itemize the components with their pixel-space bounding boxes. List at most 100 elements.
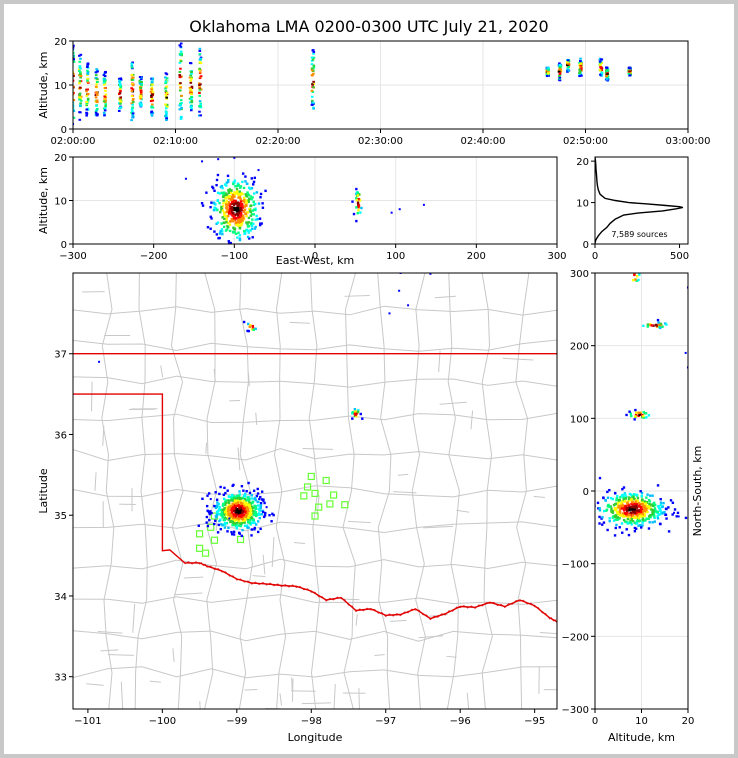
source-point	[390, 211, 393, 214]
source-point	[258, 509, 261, 512]
source-point	[254, 507, 257, 510]
source-point	[199, 103, 202, 106]
source-point	[237, 524, 240, 527]
source-point	[249, 204, 252, 208]
source-point	[246, 510, 249, 514]
source-point	[559, 65, 563, 68]
source-point	[663, 511, 666, 514]
source-point	[353, 407, 357, 411]
lma-station-marker	[341, 501, 349, 509]
source-point	[118, 93, 121, 96]
source-point	[613, 508, 616, 512]
source-point	[246, 229, 250, 233]
source-point	[637, 516, 641, 520]
source-point	[245, 508, 248, 512]
source-point	[645, 496, 648, 499]
source-point	[225, 196, 229, 199]
source-point	[151, 83, 154, 86]
source-point	[237, 505, 241, 508]
source-point	[265, 506, 268, 509]
source-point	[598, 509, 602, 512]
source-point	[614, 507, 617, 510]
county-line	[539, 632, 557, 635]
source-point	[226, 203, 230, 207]
source-point	[231, 523, 234, 527]
source-point	[246, 520, 250, 524]
source-point	[310, 69, 314, 72]
source-point	[199, 114, 203, 117]
source-point	[253, 526, 256, 530]
source-point	[598, 476, 602, 480]
source-point	[652, 324, 655, 327]
source-point	[223, 486, 226, 490]
county-line	[301, 702, 331, 705]
source-point	[599, 73, 602, 76]
y-tick-label: 36	[54, 430, 67, 441]
source-point	[246, 224, 250, 228]
source-point	[623, 513, 627, 516]
source-point	[246, 496, 249, 499]
source-point	[229, 241, 232, 244]
source-point	[235, 187, 239, 191]
source-point	[218, 492, 221, 496]
source-point	[246, 518, 250, 521]
source-point	[356, 201, 360, 204]
source-point	[598, 515, 601, 519]
source-point	[238, 532, 242, 535]
source-point	[659, 503, 663, 507]
source-point	[235, 510, 238, 514]
source-point	[310, 99, 314, 102]
source-point	[229, 196, 233, 200]
source-point	[73, 105, 75, 108]
source-point	[245, 199, 248, 202]
source-point	[118, 99, 122, 102]
source-point	[209, 227, 212, 230]
source-point	[217, 158, 220, 161]
source-point	[631, 501, 634, 504]
source-point	[625, 513, 628, 516]
county-line	[100, 649, 119, 652]
source-point	[198, 92, 201, 95]
source-point	[232, 218, 236, 222]
source-point	[226, 208, 229, 212]
source-point	[237, 204, 241, 207]
source-point	[310, 95, 314, 98]
source-point	[243, 524, 247, 528]
source-point	[263, 501, 266, 505]
source-point	[230, 507, 234, 510]
source-point	[165, 96, 169, 99]
source-point	[641, 499, 644, 502]
source-point	[79, 73, 82, 76]
source-point	[252, 327, 255, 330]
source-point	[610, 497, 613, 500]
source-point	[164, 80, 168, 83]
source-point	[190, 71, 193, 74]
source-point	[598, 69, 602, 72]
county-line	[73, 630, 557, 642]
y-axis-label: Latitude	[37, 468, 50, 514]
source-point	[641, 505, 645, 508]
source-point	[651, 512, 654, 516]
source-point	[237, 515, 241, 518]
source-point	[684, 351, 687, 354]
source-point	[259, 502, 263, 505]
source-point	[646, 323, 650, 326]
source-point	[151, 99, 155, 102]
source-point	[260, 490, 264, 493]
source-point	[216, 173, 220, 177]
source-point	[226, 207, 229, 210]
source-point	[547, 68, 550, 71]
source-point	[224, 499, 228, 502]
source-point	[245, 513, 248, 517]
source-point	[654, 323, 658, 327]
source-point	[222, 508, 225, 511]
source-point	[617, 517, 620, 521]
source-point	[616, 512, 619, 516]
source-point	[244, 193, 247, 196]
source-point	[628, 492, 632, 496]
source-point	[231, 208, 234, 211]
source-point	[256, 530, 260, 534]
county-line	[302, 447, 333, 450]
source-point	[221, 232, 224, 236]
source-point	[241, 513, 245, 516]
